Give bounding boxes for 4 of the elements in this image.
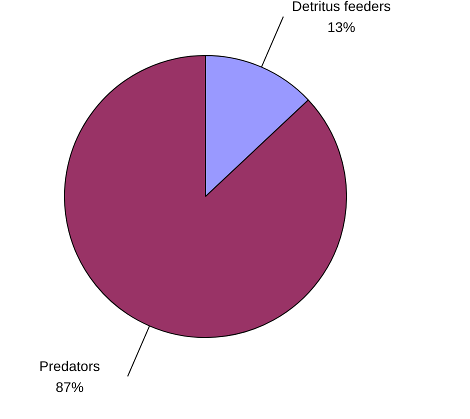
slice-label: Detritus feeders	[292, 0, 391, 14]
data-label: 87%	[56, 378, 84, 395]
data-label: 13%	[327, 19, 356, 36]
slice-label: Predators	[39, 358, 100, 374]
